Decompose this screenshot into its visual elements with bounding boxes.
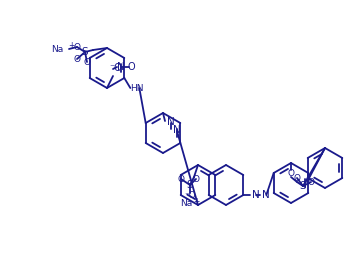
Text: +: +: [68, 40, 74, 49]
Text: O: O: [293, 174, 301, 183]
Text: O: O: [288, 169, 294, 177]
Text: O: O: [177, 175, 185, 183]
Text: N: N: [262, 190, 270, 200]
Text: O: O: [127, 62, 135, 72]
Text: O: O: [73, 42, 81, 52]
Text: O: O: [307, 177, 315, 186]
Text: +: +: [193, 197, 199, 205]
Text: ⁻O: ⁻O: [184, 191, 196, 199]
Text: N: N: [252, 190, 260, 200]
Text: O: O: [73, 54, 81, 63]
Text: HN: HN: [130, 83, 144, 92]
Text: Na: Na: [51, 45, 63, 54]
Text: ⁻O: ⁻O: [109, 63, 122, 73]
Text: O: O: [84, 57, 90, 67]
Text: S: S: [300, 181, 306, 191]
Text: S: S: [187, 180, 193, 190]
Text: Na: Na: [180, 199, 192, 208]
Text: N: N: [117, 62, 125, 72]
Text: S: S: [82, 47, 88, 57]
Text: N: N: [173, 125, 181, 135]
Text: N: N: [167, 117, 175, 127]
Text: O: O: [193, 175, 199, 183]
